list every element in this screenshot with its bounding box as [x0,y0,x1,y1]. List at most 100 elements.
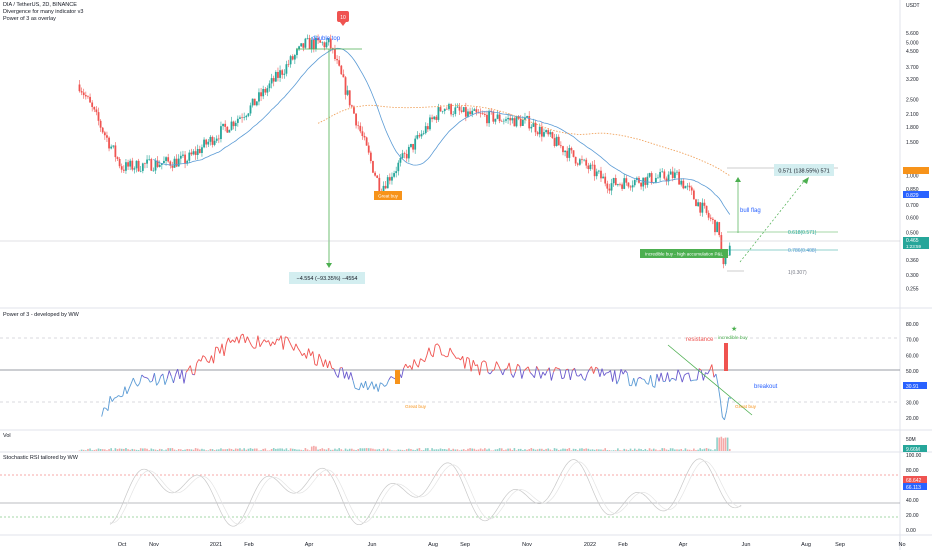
power-seg-46 [196,359,200,364]
candle-body-204 [509,117,512,121]
power-seg-71 [249,341,252,346]
candle-body-5 [89,96,91,103]
price-badge-3: 1:23:59 [906,244,922,249]
vol-bar-7 [93,449,96,451]
candle-body-251 [608,188,611,191]
vol-bar-299 [709,449,712,451]
candle-body-242 [589,164,592,170]
candle-body-112 [315,37,317,49]
candle-body-270 [648,173,651,177]
candle-body-159 [414,138,417,150]
candle-body-41 [165,157,167,161]
candle-body-77 [241,117,243,118]
vol-bar-188 [475,449,478,451]
vol-bar-121 [334,448,336,451]
vol-bar-210 [522,450,524,451]
vol-bar-273 [655,449,657,451]
power-seg-165 [447,347,451,357]
candle-body-191 [481,113,484,114]
candle-body-205 [511,118,514,121]
vol-bar-152 [399,449,402,451]
vol-bar-74 [234,448,237,451]
candle-body-165 [426,126,429,130]
power-seg-151 [417,358,421,368]
vol-bar-9 [97,448,100,451]
candle-body-160 [416,135,419,139]
vol-bar-198 [496,449,499,451]
power-seg-27 [156,382,160,386]
candle-body-300 [711,218,714,220]
candle-body-273 [654,177,657,183]
vol-bar-233 [570,450,573,451]
vol-bar-29 [139,448,142,451]
power-seg-111 [333,368,337,375]
power-seg-40 [183,372,187,384]
vol-bar-308 [728,448,731,451]
candle-body-146 [386,177,389,189]
candle-body-75 [236,118,239,123]
vol-bar-48 [180,449,182,451]
vol-bar-115 [321,448,324,451]
power-seg-179 [477,364,481,376]
power-seg-106 [322,359,326,367]
power-seg-35 [173,374,176,383]
vol-bar-189 [477,449,480,451]
power-seg-201 [523,368,527,372]
power-seg-105 [320,359,324,367]
candle-body-95 [279,70,281,78]
vol-bar-211 [524,449,526,451]
rise-measure-label: 0.571 (138.55%) 571 [778,169,829,175]
power-seg-222 [567,369,571,381]
power-seg-14 [128,383,132,389]
candle-body-3 [84,95,87,97]
power-seg-19 [139,374,143,384]
incredible-buy-panel-label: incredible buy [718,335,748,341]
vol-bar-201 [503,450,505,451]
power-seg-159 [435,343,438,346]
power-tick-5: 30.00 [906,400,919,406]
power-seg-43 [189,365,193,375]
candle-body-260 [627,182,630,187]
power-seg-218 [559,368,563,379]
candle-body-84 [255,101,258,106]
candle-body-76 [239,117,241,119]
power-tick-6: 20.00 [906,416,919,422]
candle-body-235 [574,156,577,164]
power-seg-256 [639,376,643,380]
vol-bar-154 [403,450,406,451]
candle-body-154 [403,153,406,154]
vol-bar-206 [513,448,516,451]
time-label-13: Aug [801,542,811,548]
vol-bar-306 [724,437,727,451]
vol-bar-240 [585,448,588,451]
power-seg-53 [211,355,214,364]
candle-body-263 [633,180,636,186]
power-seg-180 [479,362,483,376]
power-seg-28 [158,376,162,383]
candle-body-290 [690,187,693,191]
candle-body-33 [148,159,151,160]
vol-bar-303 [718,437,721,451]
time-label-5: Jun [368,542,377,548]
power-seg-176 [470,360,474,372]
power-seg-298 [728,397,731,399]
candle-body-70 [226,126,229,133]
power-seg-97 [303,353,307,359]
vol-bar-149 [393,450,395,451]
candle-body-236 [576,163,579,165]
candle-body-89 [266,88,269,93]
power-seg-20 [141,374,145,378]
incredible-buy-box [640,249,728,258]
vol-bar-197 [494,449,497,451]
vol-bar-15 [110,448,112,451]
vol-bar-282 [674,449,676,451]
candle-body-179 [456,106,459,108]
candle-body-232 [568,148,571,158]
candle-body-185 [469,111,471,115]
vol-bar-94 [277,448,279,451]
candle-body-132 [357,125,360,127]
vol-bar-170 [437,449,440,451]
vol-bar-284 [678,449,680,451]
vol-bar-87 [262,448,264,451]
